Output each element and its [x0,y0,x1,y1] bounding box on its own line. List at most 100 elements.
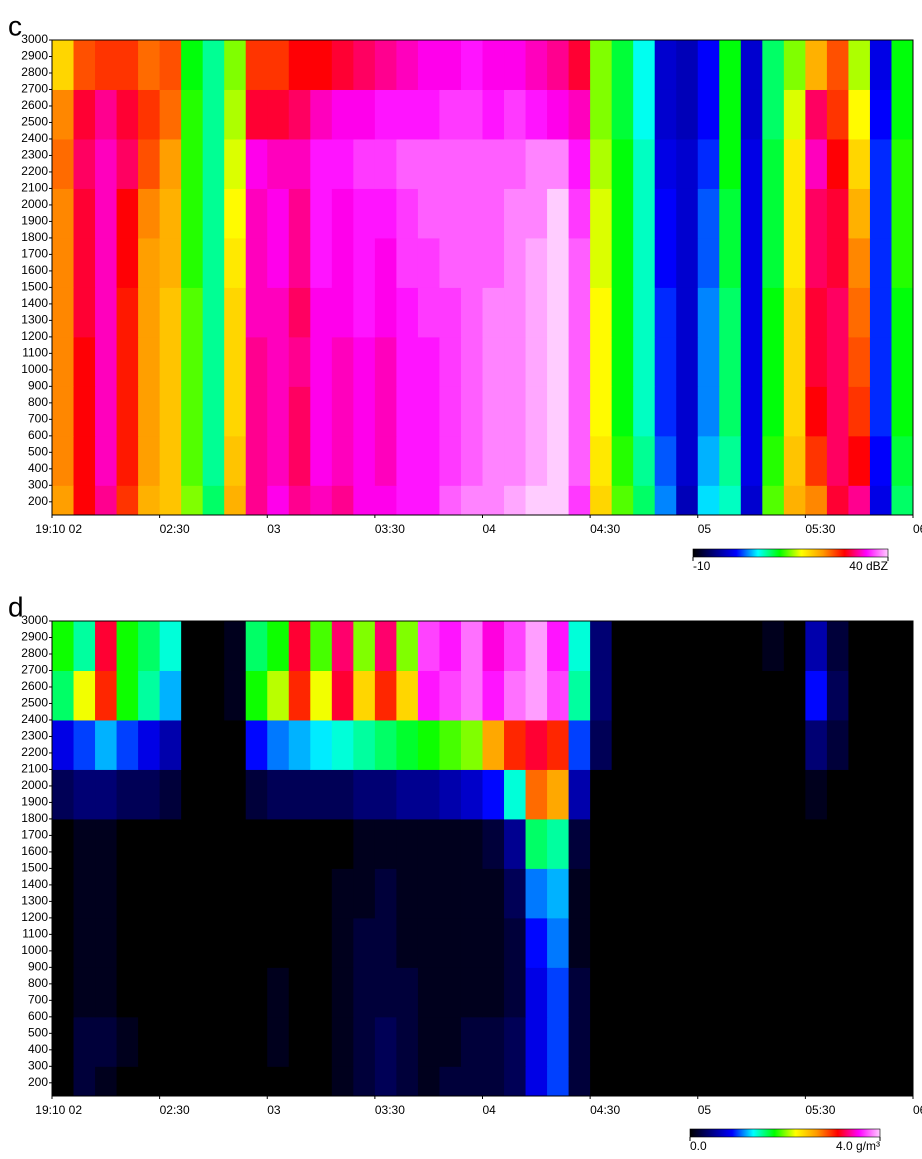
cell [267,89,290,140]
cell [138,1016,161,1067]
cell [740,336,763,387]
cell [73,1066,96,1096]
cell [181,485,204,515]
cell [848,138,871,189]
cell [504,1066,527,1096]
cell [848,967,871,1018]
cell [547,435,570,486]
cell [159,769,182,820]
cell [697,1066,720,1096]
cell [310,237,333,288]
cell [460,138,483,189]
y-tick-label: 900 [28,960,48,974]
cell [869,868,892,919]
x-tick-label: 03:30 [375,1103,405,1117]
cell [568,769,591,820]
x-tick-label: 02:30 [160,522,190,536]
cell [654,485,677,515]
cell [525,485,548,515]
cell [331,621,354,671]
cell [826,967,849,1018]
cell [288,1016,311,1067]
cell [826,188,849,239]
y-tick-label: 2700 [21,82,48,96]
cell [245,719,268,770]
cell [116,1016,139,1067]
cell [353,769,376,820]
cell [568,287,591,338]
cell [805,386,828,437]
cells [52,621,913,1096]
cell [525,1016,548,1067]
cell [116,769,139,820]
cell [676,40,699,90]
cell [181,670,204,721]
y-tick-label: 2300 [21,729,48,743]
cell [697,138,720,189]
cell [869,89,892,140]
cell [159,967,182,1018]
cell [439,40,462,90]
y-tick-label: 1500 [21,280,48,294]
cell [504,89,527,140]
cell [482,336,505,387]
cell [848,386,871,437]
cell [891,386,913,437]
cell [611,967,634,1018]
cell [116,40,139,90]
cell [116,917,139,968]
cell [547,188,570,239]
cell [159,435,182,486]
cell [181,1016,204,1067]
cell [73,719,96,770]
panel-label: c [8,10,22,41]
cell [439,336,462,387]
cell [374,89,397,140]
cell [396,336,419,387]
cell [805,719,828,770]
cell [568,138,591,189]
cell [245,917,268,968]
cell [482,670,505,721]
y-tick-label: 1600 [21,263,48,277]
cell [73,868,96,919]
cell [245,868,268,919]
cell [353,287,376,338]
cell [891,138,913,189]
cell [396,485,419,515]
cell [719,386,742,437]
cell [288,336,311,387]
cell [73,1016,96,1067]
cell [159,237,182,288]
cell [202,769,225,820]
cell [245,336,268,387]
cell [159,719,182,770]
cell [460,769,483,820]
panel-label: d [8,591,24,622]
cell [374,621,397,671]
cell [159,336,182,387]
cell [504,1016,527,1067]
cell [267,917,290,968]
cell [547,485,570,515]
cell [417,719,440,770]
y-tick-label: 2200 [21,164,48,178]
cell [202,138,225,189]
cell [740,138,763,189]
cell [783,818,806,869]
cell [138,917,161,968]
cell [396,967,419,1018]
cell [331,435,354,486]
cell [611,621,634,671]
cell [138,336,161,387]
cell [504,670,527,721]
cell [417,917,440,968]
cell [590,89,613,140]
cell [740,868,763,919]
cell [762,40,785,90]
cell [805,1066,828,1096]
cell [826,386,849,437]
cell [805,1016,828,1067]
cell [417,1016,440,1067]
cell [73,670,96,721]
